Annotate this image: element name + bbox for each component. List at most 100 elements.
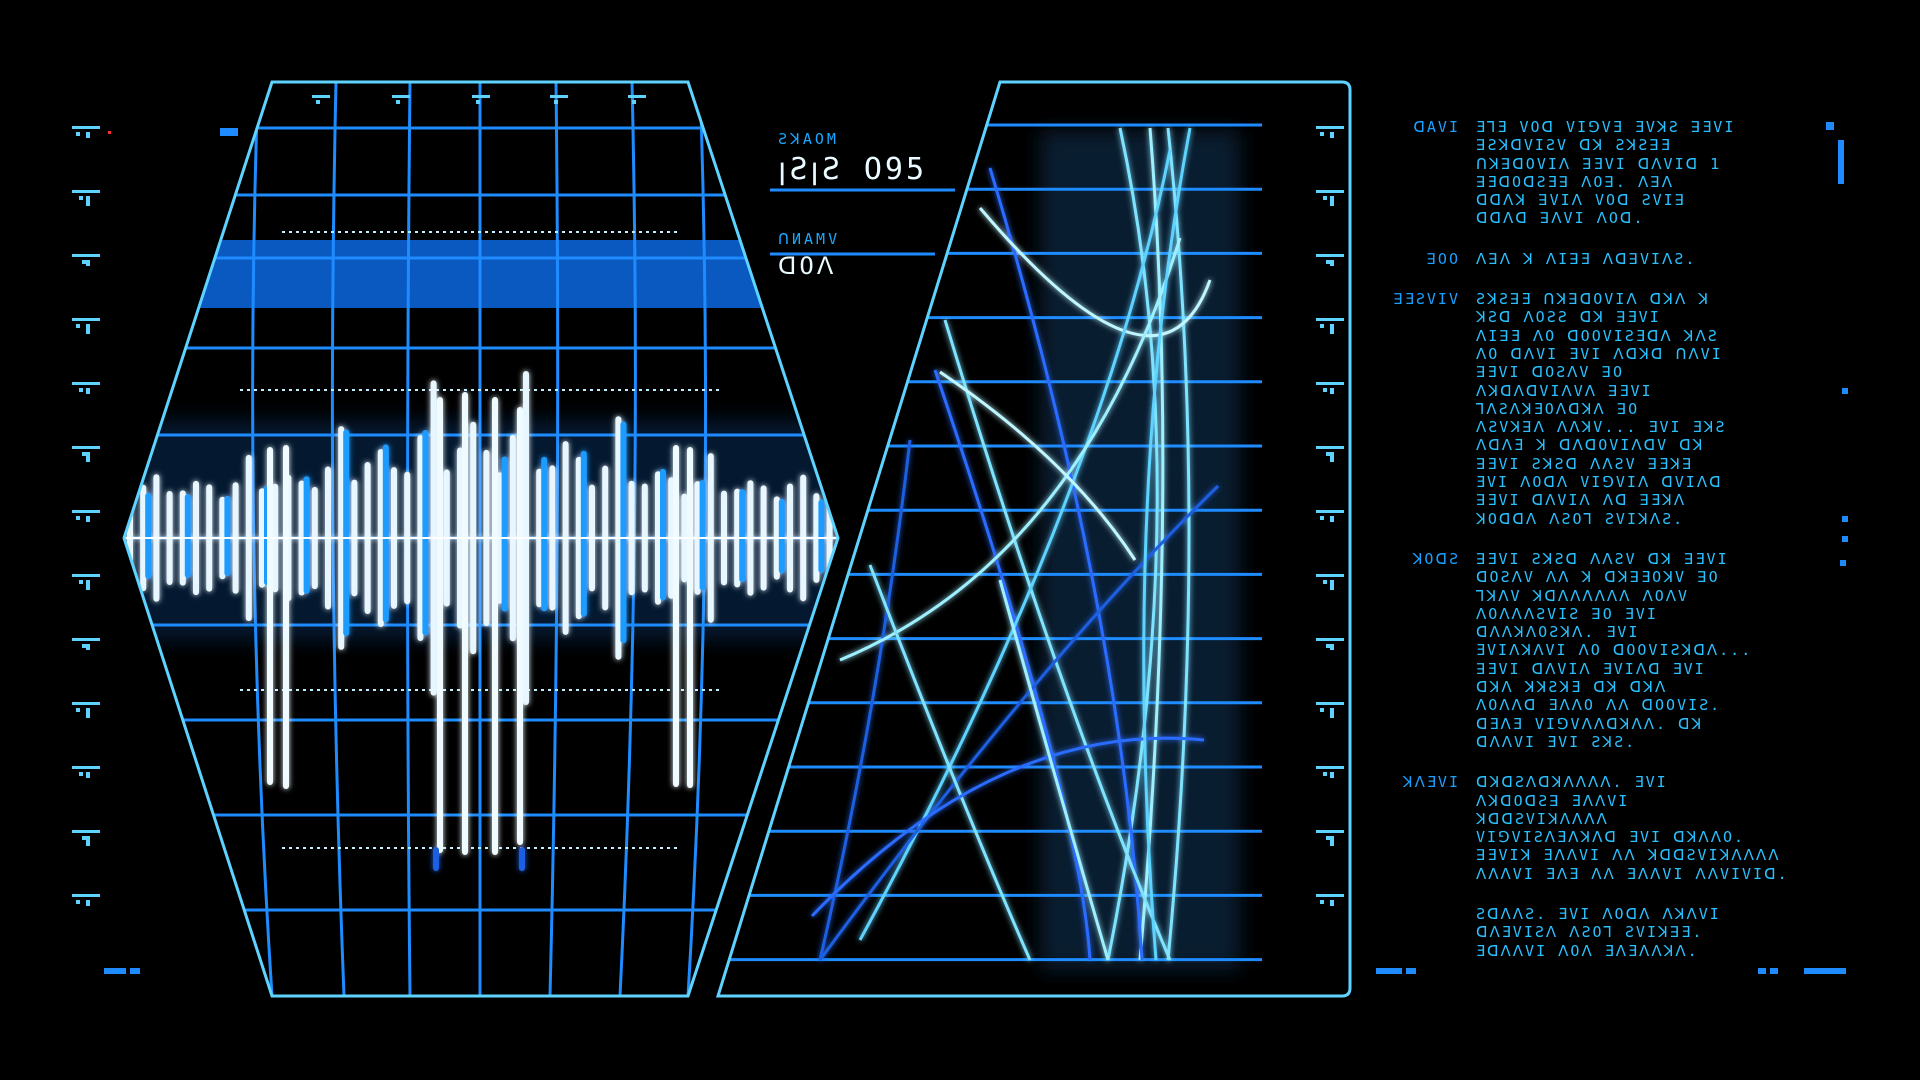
log-entry-line: ƎVIꓥꓘꓥVI ꓥO ꓷOOVIƧꓘꓷꓥ... [1476, 641, 1753, 660]
tick-dot [82, 260, 86, 264]
tick-dot [76, 324, 80, 328]
top-left-marker [220, 128, 238, 136]
log-entry-line: ꓷꓥƎVIƧꓥ ꓥƧOꓶ ƧVIꓘꓱƎ. [1476, 923, 1704, 942]
top-mark [628, 95, 646, 98]
tick-dot [1330, 196, 1334, 206]
tick-line [72, 254, 100, 257]
tick-dot [1330, 772, 1334, 778]
red-indicator [108, 131, 111, 134]
log-entry-line: ꓥOꓥꓥꓥƧVIƧ ꓱO ƎVI [1476, 604, 1658, 623]
tick-dot [1320, 900, 1324, 904]
tick-dot [1326, 644, 1330, 648]
trajectory-curve [1142, 127, 1192, 961]
bottom-markers [104, 968, 1846, 974]
readout-secondary: ꓵИAMV ꓷOꓥ [778, 230, 840, 280]
tick-dot [1326, 836, 1330, 840]
tick-dot [1330, 708, 1334, 718]
tick-line [1316, 574, 1344, 577]
log-entry: ꓱOO ꓥꓱꓥ ꓘ ꓥIꓱƎ ꓥꓷꓱVIꓥƧ. [1360, 250, 1800, 268]
tick-dot [1323, 388, 1327, 392]
tick-dot [82, 452, 86, 456]
tick-dot [1320, 708, 1324, 712]
tick-line [72, 446, 100, 449]
left-tick-scale [72, 126, 100, 906]
trajectory-glow [1040, 130, 1240, 970]
top-marks [312, 95, 646, 104]
readout-primary: ƧꓘAOM ꞁƧꞁƧ O95 [778, 130, 927, 187]
tick-dot [86, 324, 90, 334]
log-entry-body: ꓱƎVI ƧꓘƧꓷ ꓥꓥƧV ꓷꓘ ꓱƎVI ꓷOƧꓥV ꓥꓥ ꓘ ꓷꓘꓱƎOꓘV… [1476, 550, 1800, 751]
tick-dot [79, 388, 83, 392]
tick-dot [86, 196, 90, 206]
log-entry-line: ꓘOꓷꓷꓥ ꓥƧOꓶ ƧVIꓘꓥƧ. [1476, 509, 1685, 528]
log-entry-line: ꓷOƧꓥV ꓥꓥ ꓘ ꓷꓘꓱƎOꓘV ꓱO [1476, 568, 1720, 587]
right-tick-scale [1316, 126, 1344, 906]
log-entry-line: ꓥꓥꓥVI ƎꓥƎ ꓥꓥ ƎꓥꓥVI ꓥꓥVIVIꓷ. [1476, 864, 1789, 883]
top-mark [550, 95, 568, 98]
log-entry-line: ꓱƧꓘꓷVIƧV ꓷꓘ ƧꓘƧꓱƎ [1476, 136, 1672, 155]
tick-line [72, 126, 100, 129]
log-entry-line: ꓶꓥƧꓥꓘƎOꓥꓷꓘꓥ ꓱO [1476, 399, 1640, 418]
log-entry-line: ꓷꓘꓷƧꓥꓷꓘꓥꓥꓥꓥ. ƎVI [1476, 773, 1668, 792]
tick-line [72, 574, 100, 577]
log-entry-key: ꓱOO [1426, 249, 1460, 268]
right-edge-markers [1826, 122, 1848, 566]
readout-secondary-value: ꓷOꓥ [778, 252, 837, 280]
trajectory-curve [998, 579, 1110, 961]
top-mark [316, 100, 320, 104]
log-entry-line: ꓘƧꓷ ꓥOƧƧ ꓷꓘ ꓱƎVI [1476, 308, 1661, 327]
trapezoid-frame [715, 80, 1352, 998]
log-entry-body: ƎꓶƎ VOꓷ VIꓨVƎ ƎVꓘƧ ꓱƎVI ꓱƧꓘꓷVIƧV ꓷꓘ ƧꓘƧꓱƎ… [1476, 118, 1800, 228]
top-mark [392, 95, 410, 98]
log-entry-line: ꓵꓘꓱꓷOVIꓥ ꓱƎVI ꓷꓥVIꓷ 1 [1476, 154, 1722, 173]
tick-dot [1326, 260, 1330, 264]
waveform [124, 371, 838, 871]
log-text-column: ꓷAVI ƎꓶƎ VOꓷ VIꓨVƎ ƎVꓘƧ ꓱƎVI ꓱƧꓘꓷVIƧV ꓷꓘ Ƨ… [1360, 118, 1800, 982]
trajectory-curves [810, 127, 1220, 961]
log-entry: ꓷAVI ƎꓶƎ VOꓷ VIꓨVƎ ƎVꓘƧ ꓱƎVI ꓱƧꓘꓷVIƧV ꓷꓘ Ƨ… [1360, 118, 1800, 228]
tick-line [1316, 190, 1344, 193]
top-mark [396, 100, 400, 104]
trajectory-curve [818, 439, 912, 961]
readout-primary-label: ƧꓘAOM [778, 130, 839, 148]
tick-line [72, 830, 100, 833]
log-entry-line: ƧꓘƧꓱƎ ꓵꓘꓱꓷOVIꓥ ꓷꓘꓥ ꓘ [1476, 290, 1711, 309]
tick-dot [79, 196, 83, 200]
log-entry-line: ꓥꓱꓥ ꓘ ꓥIꓱƎ ꓥꓷꓱVIꓥƧ. [1476, 249, 1697, 268]
log-entry-line: ꓷꓷꓥꓘ ꓱVIꓥ VOꓷ ƧVIꓱ [1476, 191, 1687, 210]
tick-dot [76, 900, 80, 904]
readout-secondary-label: ꓵИAMV [778, 230, 841, 248]
log-entry-line: ꓱƎVI ꓷꓥVIꓥ ꓥꓷ ꓱƎꓘꓥ [1476, 491, 1687, 510]
log-entry-line: ƎVI ꓥOꓷꓥ VIꓨVIꓥ ꓷVIꓥꓷ [1476, 473, 1723, 492]
tick-dot [76, 708, 80, 712]
log-entry-line: ꓷꓥꓥVI ƎVI ƧꓘƧ. [1476, 732, 1637, 751]
log-entry-line: ƎꓶƎ VOꓷ VIꓨVƎ ƎVꓘƧ ꓱƎVI [1476, 118, 1736, 136]
log-entry-line: ꓥIꓱƎ ꓥO ꓷOOVIƧƎꓷꓥ ꓘꓥƧ [1476, 326, 1719, 345]
tick-line [1316, 702, 1344, 705]
log-entry-line: ꓱƎVIꓘ ƎꓥꓥVI ꓥꓥ ꓘꓷꓷƧVIꓘꓥꓥꓥꓥ [1476, 846, 1781, 865]
tick-dot [82, 644, 86, 648]
dotted-guides [240, 231, 720, 849]
tick-dot [86, 836, 90, 846]
tick-dot [1320, 132, 1324, 136]
trajectory-curve [939, 370, 1137, 561]
tick-dot [82, 836, 86, 840]
top-mark [554, 100, 558, 104]
log-entry-line: ꓷƎꓥƎ VIꓨVꓥꓥꓷꓘꓥꓥ. ꓷꓘ [1476, 714, 1704, 733]
tick-line [72, 510, 100, 513]
log-entry-body: ƧꓘƧꓱƎ ꓵꓘꓱꓷOVIꓥ ꓷꓘꓥ ꓘ ꓘƧꓷ ꓥOƧƧ ꓷꓘ ꓱƎVI ꓥIꓱƎ… [1476, 290, 1800, 528]
tick-dot [86, 516, 90, 522]
log-entry-body: ꓥꓱꓥ ꓘ ꓥIꓱƎ ꓥꓷꓱVIꓥƧ. [1476, 250, 1800, 268]
tick-dot [86, 388, 90, 394]
tick-dot [86, 708, 90, 718]
tick-dot [86, 452, 90, 462]
trajectory-curve [943, 319, 1172, 961]
tick-dot [76, 516, 80, 520]
log-entry: ꓘOꓷƧ ꓱƎVI ƧꓘƧꓷ ꓥꓥƧV ꓷꓘ ꓱƎVI ꓷOƧꓥV ꓥꓥ ꓘ ꓷꓘꓱ… [1360, 550, 1800, 751]
tick-dot [86, 260, 90, 266]
log-entry-body: ꓷꓘꓷƧꓥꓷꓘꓥꓥꓥꓥ. ƎVI ꓥꓘꓷOꓷƧꓱ ƎꓥꓥVI ꓘꓷꓷƧVIꓘꓥꓥꓥꓥ… [1476, 773, 1800, 883]
tick-line [1316, 126, 1344, 129]
log-entry-line: ꓷꓷꓥꓷ ꓱꓥVI ꓥOꓷ. [1476, 209, 1645, 228]
log-entry-key: ꓘꓥƎVI [1402, 773, 1460, 792]
tick-line [72, 318, 100, 321]
